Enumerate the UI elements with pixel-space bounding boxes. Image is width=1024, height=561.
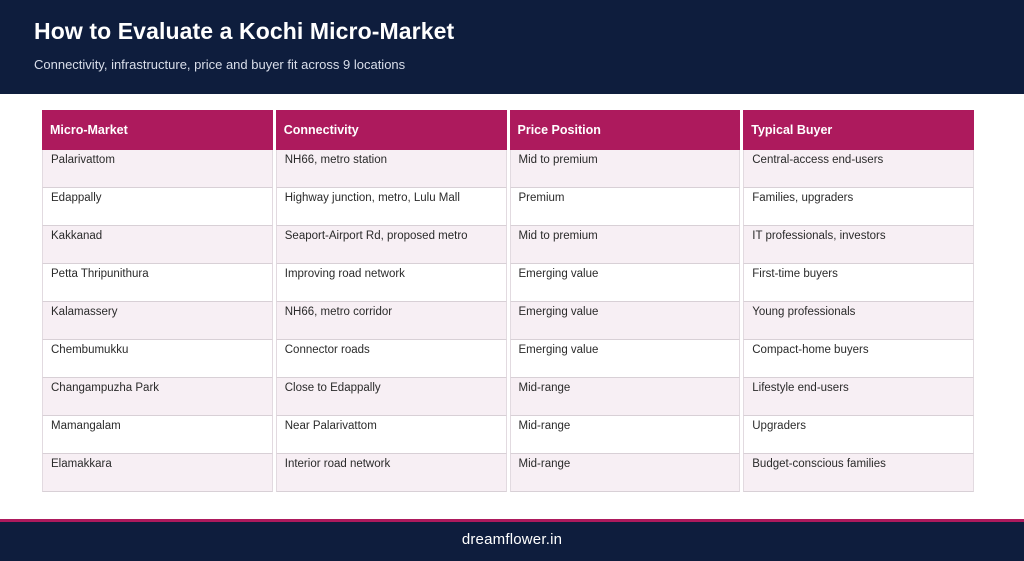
cell-connectivity: Connector roads [275, 340, 507, 378]
cell-typical-buyer: Young professionals [743, 302, 974, 340]
cell-connectivity: Highway junction, metro, Lulu Mall [275, 188, 507, 226]
cell-price-position: Mid to premium [509, 150, 741, 188]
cell-price-position: Mid-range [509, 378, 741, 416]
table-row: Kakkanad Seaport-Airport Rd, proposed me… [42, 226, 974, 264]
cell-price-position: Mid-range [509, 454, 741, 492]
cell-typical-buyer: Lifestyle end-users [743, 378, 974, 416]
cell-connectivity: Seaport-Airport Rd, proposed metro [275, 226, 507, 264]
cell-micro-market: Changampuzha Park [42, 378, 273, 416]
cell-typical-buyer: Central-access end-users [743, 150, 974, 188]
comparison-table: Micro-Market Connectivity Price Position… [39, 110, 977, 492]
cell-connectivity: Improving road network [275, 264, 507, 302]
cell-micro-market: Petta Thripunithura [42, 264, 273, 302]
page-title: How to Evaluate a Kochi Micro-Market [34, 18, 455, 44]
cell-micro-market: Kalamassery [42, 302, 273, 340]
table-row: Changampuzha Park Close to Edappally Mid… [42, 378, 974, 416]
column-header-price-position: Price Position [509, 110, 741, 150]
cell-micro-market: Kakkanad [42, 226, 273, 264]
cell-price-position: Mid-range [509, 416, 741, 454]
cell-micro-market: Mamangalam [42, 416, 273, 454]
cell-typical-buyer: IT professionals, investors [743, 226, 974, 264]
cell-price-position: Emerging value [509, 340, 741, 378]
footer-site-name: dreamflower.in [461, 531, 563, 548]
cell-connectivity: Near Palarivattom [275, 416, 507, 454]
cell-typical-buyer: First-time buyers [743, 264, 974, 302]
comparison-table-container: Micro-Market Connectivity Price Position… [42, 110, 980, 492]
cell-price-position: Premium [509, 188, 741, 226]
cell-micro-market: Elamakkara [42, 454, 273, 492]
cell-micro-market: Palarivattom [42, 150, 273, 188]
page-subtitle: Connectivity, infrastructure, price and … [34, 57, 406, 72]
column-header-micro-market: Micro-Market [42, 110, 273, 150]
cell-connectivity: Interior road network [275, 454, 507, 492]
table-row: Chembumukku Connector roads Emerging val… [42, 340, 974, 378]
cell-typical-buyer: Upgraders [743, 416, 974, 454]
table-row: Palarivattom NH66, metro station Mid to … [42, 150, 974, 188]
table-row: Mamangalam Near Palarivattom Mid-range U… [42, 416, 974, 454]
table-row: Petta Thripunithura Improving road netwo… [42, 264, 974, 302]
cell-connectivity: Close to Edappally [275, 378, 507, 416]
cell-typical-buyer: Families, upgraders [743, 188, 974, 226]
page-header: How to Evaluate a Kochi Micro-Market Con… [0, 0, 1024, 94]
page-footer: dreamflower.in [0, 522, 1024, 561]
cell-typical-buyer: Budget-conscious families [743, 454, 974, 492]
table-row: Kalamassery NH66, metro corridor Emergin… [42, 302, 974, 340]
cell-typical-buyer: Compact-home buyers [743, 340, 974, 378]
cell-price-position: Emerging value [509, 302, 741, 340]
cell-price-position: Mid to premium [509, 226, 741, 264]
table-row: Elamakkara Interior road network Mid-ran… [42, 454, 974, 492]
cell-connectivity: NH66, metro corridor [275, 302, 507, 340]
cell-price-position: Emerging value [509, 264, 741, 302]
column-header-typical-buyer: Typical Buyer [743, 110, 974, 150]
footer-accent-line [0, 519, 1024, 522]
cell-connectivity: NH66, metro station [275, 150, 507, 188]
cell-micro-market: Edappally [42, 188, 273, 226]
table-row: Edappally Highway junction, metro, Lulu … [42, 188, 974, 226]
cell-micro-market: Chembumukku [42, 340, 273, 378]
table-header-row: Micro-Market Connectivity Price Position… [42, 110, 974, 150]
column-header-connectivity: Connectivity [275, 110, 507, 150]
